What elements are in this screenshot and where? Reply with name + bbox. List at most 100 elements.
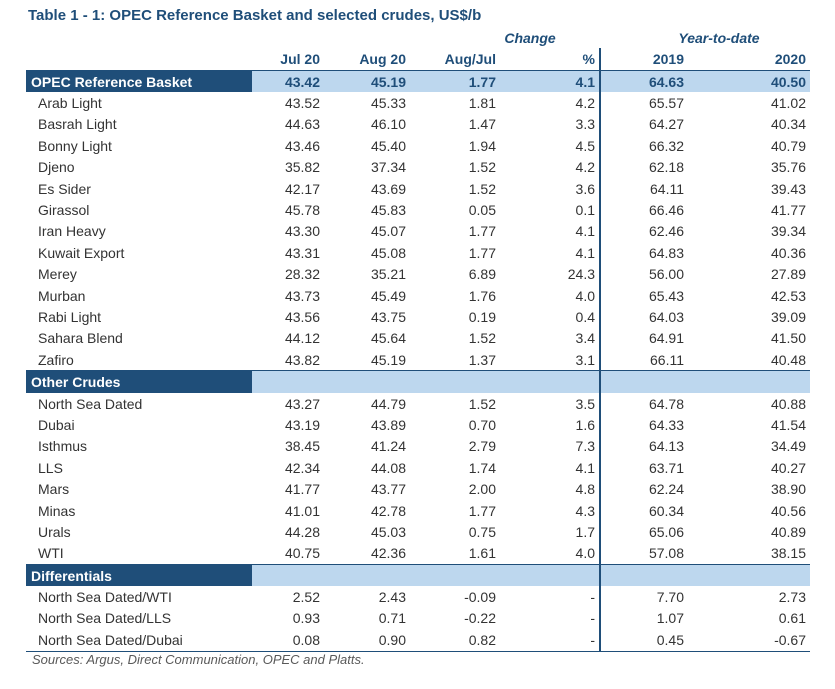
value-percent: -: [500, 629, 600, 651]
section-fill: [500, 371, 600, 393]
crude-price-table: Jul 20 Aug 20 Aug/Jul % 2019 2020 OPEC R…: [26, 48, 810, 652]
value-2020: 41.54: [688, 414, 810, 435]
value-jul20: 2.52: [252, 586, 324, 607]
table-row: North Sea Dated/LLS 0.93 0.71 -0.22- 1.07 0.6…: [26, 608, 810, 629]
value-2020: 34.49: [688, 436, 810, 457]
value-change: 0.05: [410, 199, 500, 220]
value-2020: 40.79: [688, 135, 810, 156]
value-jul20: 43.73: [252, 285, 324, 306]
value-2020: 39.43: [688, 178, 810, 199]
value-2019: 7.70: [600, 586, 688, 607]
value-change: 1.61: [410, 543, 500, 565]
value-jul20: 45.78: [252, 199, 324, 220]
row-label: Urals: [26, 521, 252, 542]
value-jul20: 44.63: [252, 114, 324, 135]
value-change: 0.19: [410, 306, 500, 327]
value-aug20: 45.08: [324, 242, 410, 263]
value-aug20: 45.07: [324, 221, 410, 242]
value-percent: 4.1: [500, 242, 600, 263]
value-aug20: 0.71: [324, 608, 410, 629]
value-2020: -0.67: [688, 629, 810, 651]
value-change: 0.75: [410, 521, 500, 542]
section-fill: [688, 371, 810, 393]
value-2020: 27.89: [688, 264, 810, 285]
value-2020: 35.76: [688, 157, 810, 178]
header-blank: [26, 48, 252, 71]
value-2019: 0.45: [600, 629, 688, 651]
value-aug20: 44.08: [324, 457, 410, 478]
value-change: 1.94: [410, 135, 500, 156]
value-percent: 0.4: [500, 306, 600, 327]
value-percent: 4.1: [500, 457, 600, 478]
value-jul20: 43.31: [252, 242, 324, 263]
value-2019: 66.11: [600, 349, 688, 371]
sources-note: Sources: Argus, Direct Communication, OP…: [32, 652, 365, 667]
row-label: North Sea Dated: [26, 393, 252, 414]
row-label: OPEC Reference Basket: [26, 71, 252, 93]
value-aug20: 45.33: [324, 92, 410, 113]
value-2019: 64.27: [600, 114, 688, 135]
value-change: 1.52: [410, 157, 500, 178]
value-jul20: 44.12: [252, 328, 324, 349]
value-percent: -: [500, 586, 600, 607]
table-row: Urals 44.28 45.03 0.75 1.7 65.06 40.89: [26, 521, 810, 542]
section-title: Other Crudes: [26, 371, 252, 393]
value-percent: 0.1: [500, 199, 600, 220]
value-2020: 41.77: [688, 199, 810, 220]
value-2019: 56.00: [600, 264, 688, 285]
value-2019: 64.11: [600, 178, 688, 199]
table-row: LLS 42.34 44.08 1.74 4.1 63.71 40.27: [26, 457, 810, 478]
table-row: WTI 40.75 42.36 1.61 4.0 57.08 38.15: [26, 543, 810, 565]
value-jul20: 43.27: [252, 393, 324, 414]
value-change: -0.09: [410, 586, 500, 607]
value-percent: 3.6: [500, 178, 600, 199]
row-label: Murban: [26, 285, 252, 306]
value-change: 1.47: [410, 114, 500, 135]
value-change: 1.76: [410, 285, 500, 306]
value-2019: 66.46: [600, 199, 688, 220]
value-jul20: 41.77: [252, 478, 324, 499]
value-2019: 64.91: [600, 328, 688, 349]
value-percent: 4.1: [500, 71, 600, 93]
ytd-group-header: Year-to-date: [654, 30, 784, 46]
value-aug20: 37.34: [324, 157, 410, 178]
value-2020: 41.02: [688, 92, 810, 113]
row-label: Es Sider: [26, 178, 252, 199]
col-header-augjul: Aug/Jul: [410, 48, 500, 71]
value-jul20: 42.34: [252, 457, 324, 478]
value-change: 6.89: [410, 264, 500, 285]
value-percent: 4.5: [500, 135, 600, 156]
value-percent: 24.3: [500, 264, 600, 285]
col-header-2019: 2019: [600, 48, 688, 71]
value-2020: 40.48: [688, 349, 810, 371]
value-change: 2.00: [410, 478, 500, 499]
value-jul20: 35.82: [252, 157, 324, 178]
value-jul20: 43.30: [252, 221, 324, 242]
value-percent: 3.4: [500, 328, 600, 349]
value-2020: 39.34: [688, 221, 810, 242]
value-percent: 4.2: [500, 157, 600, 178]
row-label: Djeno: [26, 157, 252, 178]
column-header-row: Jul 20 Aug 20 Aug/Jul % 2019 2020: [26, 48, 810, 71]
value-aug20: 46.10: [324, 114, 410, 135]
section-fill: [252, 371, 324, 393]
row-label: Sahara Blend: [26, 328, 252, 349]
table-row: Mars 41.77 43.77 2.00 4.8 62.24 38.90: [26, 478, 810, 499]
value-jul20: 43.56: [252, 306, 324, 327]
value-2020: 38.90: [688, 478, 810, 499]
value-aug20: 42.36: [324, 543, 410, 565]
table-row: North Sea Dated/WTI 2.52 2.43 -0.09- 7.70 2.7…: [26, 586, 810, 607]
basket-row: OPEC Reference Basket 43.42 45.19 1.77 4.1 64…: [26, 71, 810, 93]
col-header-aug20: Aug 20: [324, 48, 410, 71]
table-row: Minas 41.01 42.78 1.77 4.3 60.34 40.56: [26, 500, 810, 521]
section-fill: [688, 564, 810, 586]
value-2019: 64.78: [600, 393, 688, 414]
section-fill: [410, 371, 500, 393]
value-2019: 64.83: [600, 242, 688, 263]
value-2020: 40.34: [688, 114, 810, 135]
value-aug20: 43.69: [324, 178, 410, 199]
value-jul20: 28.32: [252, 264, 324, 285]
value-percent: 4.2: [500, 92, 600, 113]
value-percent: 4.0: [500, 543, 600, 565]
value-2019: 65.43: [600, 285, 688, 306]
